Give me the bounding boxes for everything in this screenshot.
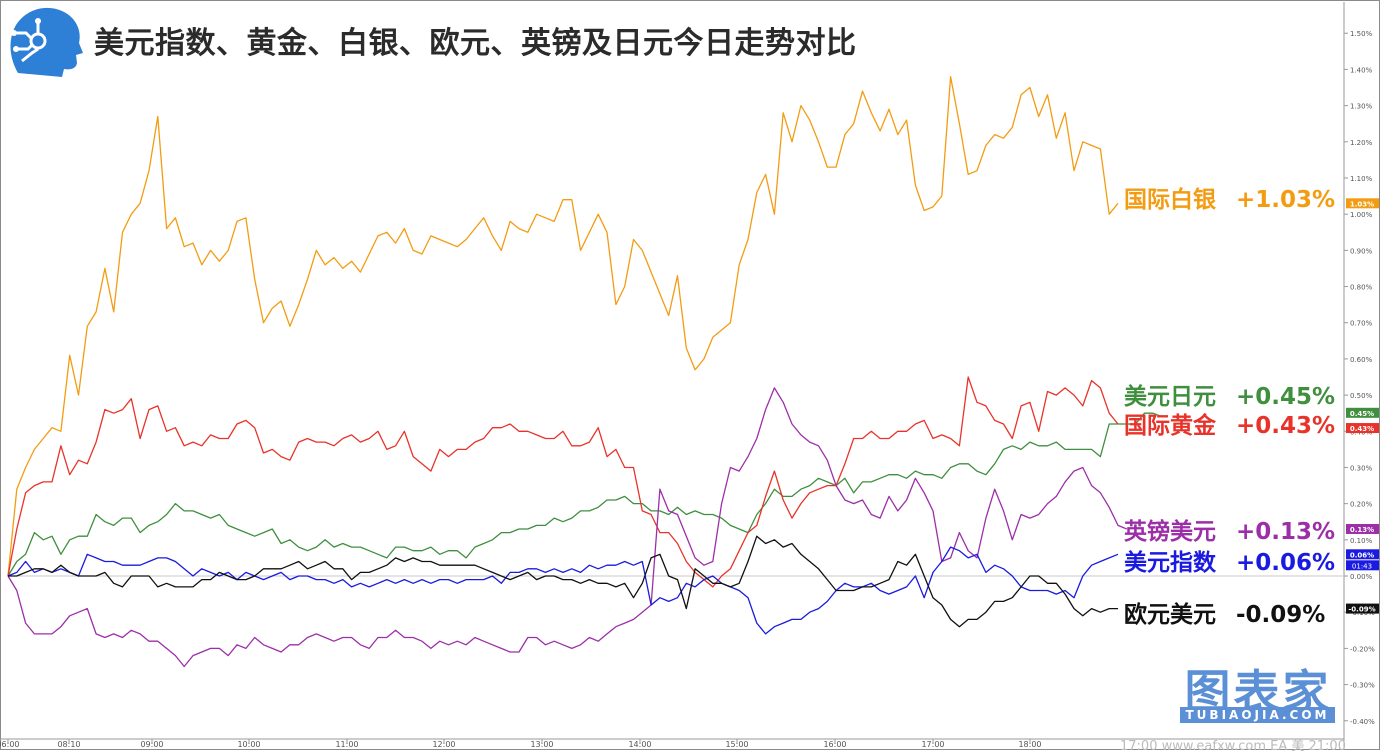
series-line-2 <box>7 376 1119 588</box>
y-tick-label: 1.00% <box>1350 211 1373 219</box>
series-label-3: 英镑美元 +0.13% <box>1124 512 1335 546</box>
x-tick-label: 13:00 <box>530 740 553 749</box>
series-label-2: 国际黄金 +0.43% <box>1124 406 1335 440</box>
x-tick-label: 10:00 <box>237 740 260 749</box>
x-tick-label: 11:00 <box>335 740 358 749</box>
series-label-5: 欧元美元 -0.09% <box>1124 595 1325 629</box>
value-badge-1 <box>1346 407 1379 418</box>
y-tick-label: 0.80% <box>1350 284 1373 292</box>
time-tag-badge <box>1346 560 1379 571</box>
y-tick-label: 1.50% <box>1350 30 1373 38</box>
y-tick-label: 0.20% <box>1350 501 1373 509</box>
value-badge-text-1: 0.45% <box>1350 410 1374 418</box>
value-badge-text-2: 0.43% <box>1350 425 1374 433</box>
y-tick-label: 1.10% <box>1350 175 1373 183</box>
series-line-1 <box>7 412 1163 577</box>
series-label-name: 美元日元 <box>1124 384 1216 410</box>
x-tick-label: 17:00 <box>921 740 944 749</box>
x-tick-label: 18:00 <box>1018 740 1041 749</box>
series-line-3 <box>7 387 1128 668</box>
watermark-text: 17:00 www.eafxw.com EA 美 21:00 <box>1120 739 1346 754</box>
value-badge-4 <box>1346 549 1379 560</box>
series-label-change: +0.45% <box>1236 384 1336 410</box>
brand-logo-subtext: TUBIAOJIA.COM <box>1180 707 1335 723</box>
value-badge-2 <box>1346 423 1379 434</box>
value-badge-0 <box>1346 198 1379 209</box>
chart-title: 美元指数、黄金、白银、欧元、英镑及日元今日走势对比 <box>94 26 857 61</box>
y-tick-label: 0.30% <box>1350 464 1373 472</box>
x-tick-label: 16:00 <box>823 740 846 749</box>
y-tick-label: 1.20% <box>1350 139 1373 147</box>
series-line-5 <box>8 535 1118 628</box>
y-tick-label: 0.90% <box>1350 247 1373 255</box>
y-tick-label: 0.50% <box>1350 392 1373 400</box>
series-label-change: +0.13% <box>1236 519 1336 545</box>
time-tag-text: 01:43 <box>1352 562 1372 570</box>
tubiaojia-head-logo-icon <box>10 7 83 77</box>
series-line-4 <box>7 546 1119 635</box>
series-label-name: 国际白银 <box>1124 187 1216 213</box>
y-tick-label: 0.60% <box>1350 356 1373 364</box>
value-badge-5 <box>1346 603 1379 614</box>
series-label-change: -0.09% <box>1236 602 1326 628</box>
y-tick-label: 0.10% <box>1350 537 1373 545</box>
series-label-0: 国际白银 +1.03% <box>1124 180 1335 214</box>
x-tick-label: 08:10 <box>57 740 80 749</box>
x-tick-label: 09:00 <box>140 740 163 749</box>
x-tick-label: 14:00 <box>628 740 651 749</box>
series-label-4: 美元指数 +0.06% <box>1124 543 1335 577</box>
series-label-change: +0.43% <box>1236 413 1336 439</box>
value-badge-text-0: 1.03% <box>1350 200 1374 208</box>
series-label-change: +1.03% <box>1236 187 1336 213</box>
y-tick-label: 0.00% <box>1350 573 1373 581</box>
series-label-name: 国际黄金 <box>1124 413 1216 439</box>
y-tick-label: -0.20% <box>1350 645 1375 653</box>
series-label-change: +0.06% <box>1236 550 1336 576</box>
series-label-name: 英镑美元 <box>1124 519 1216 545</box>
value-badge-text-3: 0.13% <box>1350 526 1374 534</box>
x-tick-label: 06:00 <box>0 740 20 749</box>
value-badge-text-4: 0.06% <box>1350 551 1374 559</box>
value-badge-text-5: -0.09% <box>1348 606 1375 614</box>
y-tick-label: 0.70% <box>1350 320 1373 328</box>
x-tick-label: 15:00 <box>725 740 748 749</box>
value-badge-3 <box>1346 523 1379 534</box>
series-label-1: 美元日元 +0.45% <box>1124 377 1335 411</box>
y-tick-label: 1.40% <box>1350 66 1373 74</box>
x-tick-label: 12:00 <box>432 740 455 749</box>
y-tick-label: 1.30% <box>1350 103 1373 111</box>
y-tick-label: -0.30% <box>1350 682 1375 690</box>
series-label-name: 欧元美元 <box>1124 602 1216 628</box>
series-label-name: 美元指数 <box>1124 550 1216 576</box>
series-line-0 <box>7 76 1119 577</box>
y-tick-label: -0.40% <box>1350 718 1375 726</box>
